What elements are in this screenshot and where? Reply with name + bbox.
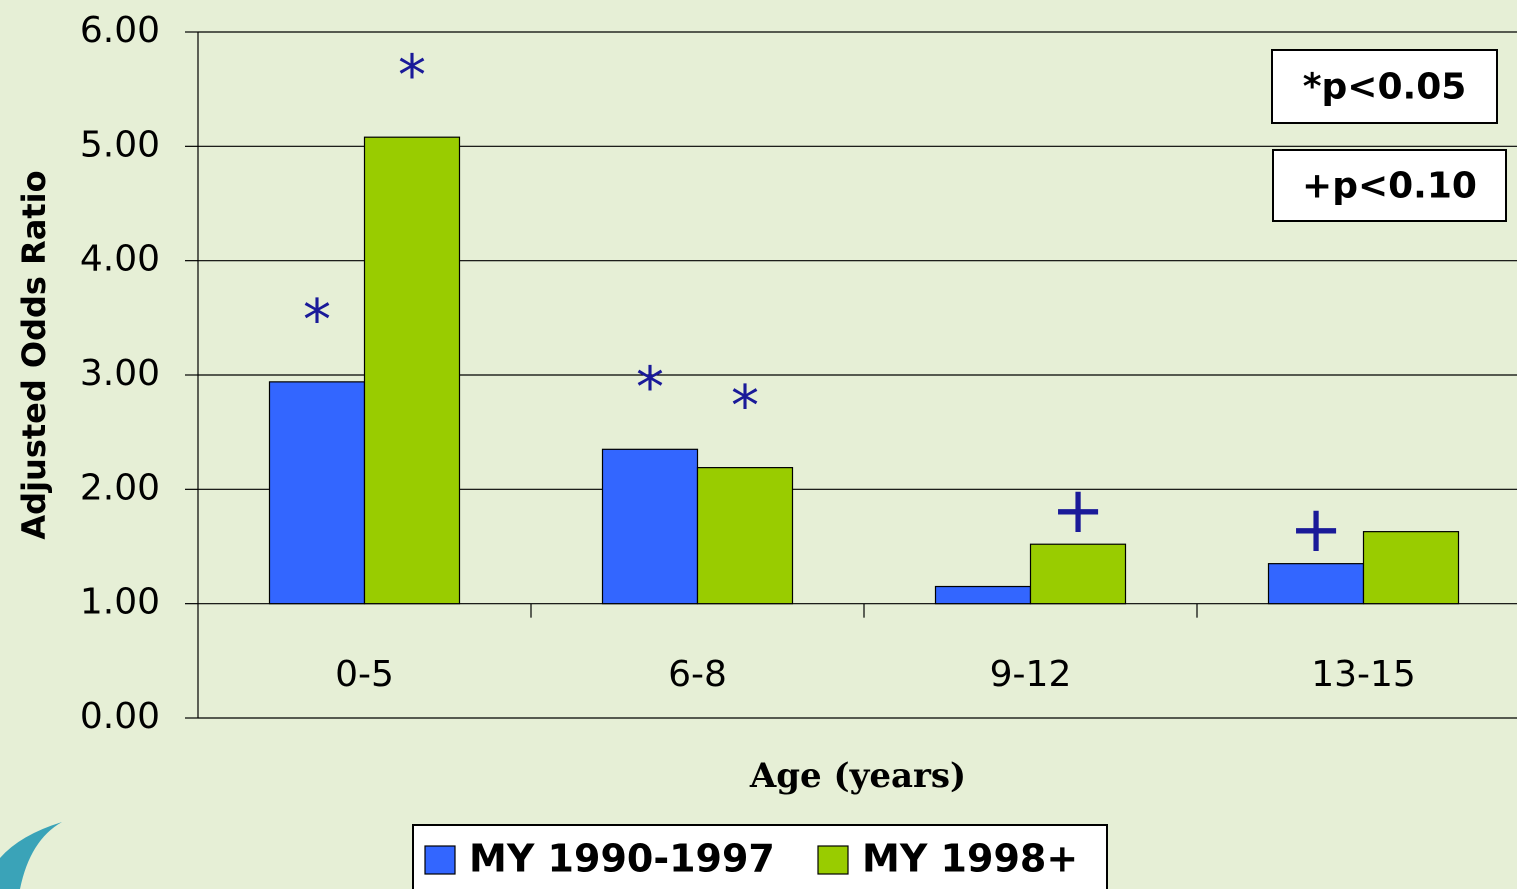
significance-marker: * xyxy=(636,355,664,420)
legend-label: MY 1990-1997 xyxy=(469,837,775,881)
x-tick-label: 13-15 xyxy=(1311,654,1416,695)
note-box xyxy=(1271,49,1498,124)
y-tick-label: 4.00 xyxy=(80,239,160,280)
bar xyxy=(1029,543,1127,605)
y-tick-label: 3.00 xyxy=(80,353,160,394)
significance-marker: * xyxy=(303,288,331,353)
y-tick-label: 0.00 xyxy=(80,696,160,737)
logo xyxy=(0,822,62,889)
y-tick-label: 1.00 xyxy=(80,582,160,623)
y-tick-label: 6.00 xyxy=(80,10,160,51)
bar xyxy=(934,585,1032,605)
legend-swatch xyxy=(817,845,849,875)
legend-box xyxy=(412,824,1108,889)
bar xyxy=(601,448,699,605)
x-tick-label: 9-12 xyxy=(990,654,1072,695)
significance-marker: + xyxy=(1289,493,1343,567)
bar xyxy=(1267,563,1365,605)
bar xyxy=(1362,531,1460,605)
bar xyxy=(363,136,461,605)
y-tick-label: 5.00 xyxy=(80,124,160,165)
legend-label: MY 1998+ xyxy=(862,837,1078,881)
y-tick-label: 2.00 xyxy=(80,467,160,508)
x-axis-title: Age (years) xyxy=(749,756,966,796)
note-box xyxy=(1272,149,1507,222)
x-tick-label: 6-8 xyxy=(668,654,727,695)
bar xyxy=(268,381,366,605)
significance-marker: + xyxy=(1051,474,1105,548)
significance-marker: * xyxy=(731,374,759,439)
note: +p<0.10 xyxy=(1302,166,1477,207)
significance-marker: * xyxy=(398,43,426,108)
x-tick-label: 0-5 xyxy=(335,654,394,695)
y-axis-title: Adjusted Odds Ratio xyxy=(15,170,53,539)
note: *p<0.05 xyxy=(1303,67,1467,108)
bar xyxy=(696,467,794,605)
legend-swatch xyxy=(424,845,456,875)
